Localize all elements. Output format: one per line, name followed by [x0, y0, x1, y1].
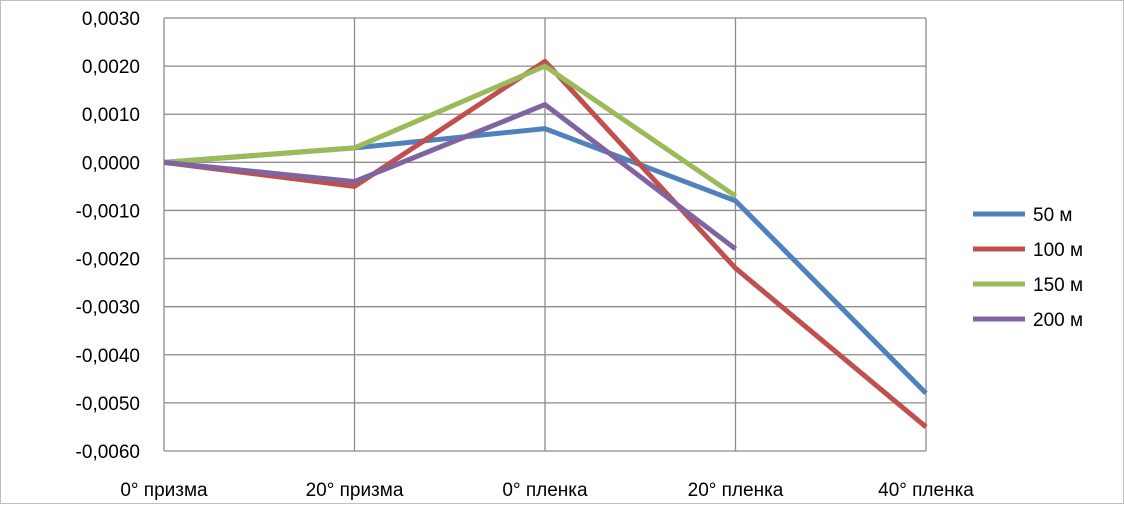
- y-tick-label: -0,0030: [76, 298, 140, 319]
- x-axis-ticks: 0° призма 20° призма 0° пленка 20° пленка 40…: [120, 480, 974, 501]
- y-tick-label: -0,0020: [76, 250, 140, 271]
- y-axis-ticks: 0,0030 0,0020 0,0010 0,0000 -0,0010 -0,0020 -0…: [76, 9, 140, 463]
- y-tick-label: -0,0050: [76, 394, 140, 415]
- series-line-3: [163, 63, 737, 199]
- y-tick-label: -0,0040: [76, 346, 140, 367]
- legend-label: 150 м: [1033, 275, 1083, 296]
- legend-label: 200 м: [1033, 310, 1083, 331]
- y-tick-label: 0,0000: [82, 153, 140, 174]
- grid: [163, 17, 927, 452]
- x-tick-label: 40° пленка: [878, 480, 974, 501]
- legend: 50 м 100 м 150 м 200 м: [973, 205, 1083, 331]
- y-tick-label: 0,0030: [82, 9, 140, 30]
- y-tick-label: -0,0010: [76, 201, 140, 222]
- y-tick-label: -0,0060: [76, 442, 140, 463]
- x-tick-label: 20° призма: [306, 480, 404, 501]
- x-tick-label: 20° пленка: [688, 480, 784, 501]
- y-tick-label: 0,0020: [82, 57, 140, 78]
- series-line-2: [163, 58, 928, 429]
- legend-label: 50 м: [1033, 205, 1072, 226]
- series-lines: [163, 58, 928, 429]
- series-line-4: [163, 102, 738, 251]
- y-tick-label: 0,0010: [82, 105, 140, 126]
- legend-label: 100 м: [1033, 240, 1083, 261]
- x-tick-label: 0° призма: [120, 480, 208, 501]
- x-tick-label: 0° пленка: [502, 480, 588, 501]
